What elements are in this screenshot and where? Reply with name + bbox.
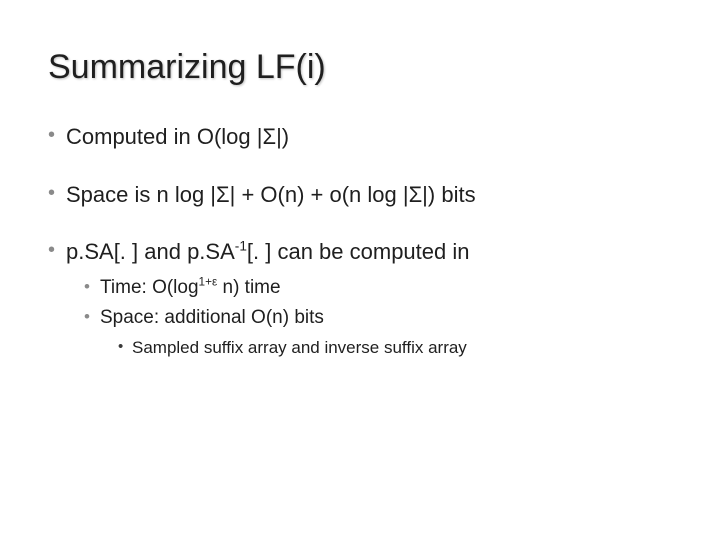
bullet-lvl1: Space is n log |Σ| + O(n) + o(n log |Σ|)… <box>48 181 672 209</box>
bullet-text: Space: additional O(n) bits <box>100 307 324 328</box>
bullet-list-lvl3: Sampled suffix array and inverse suffix … <box>100 337 672 359</box>
slide: Summarizing LF(i) Computed in O(log |Σ|)… <box>0 0 720 540</box>
bullet-list-lvl1: Computed in O(log |Σ|) Space is n log |Σ… <box>48 123 672 359</box>
bullet-lvl2: Time: O(log1+ε n) time <box>84 276 672 301</box>
bullet-text: Sampled suffix array and inverse suffix … <box>132 338 467 357</box>
bullet-lvl1: Computed in O(log |Σ|) <box>48 123 672 151</box>
bullet-text-prefix: Time: O(log <box>100 277 199 298</box>
bullet-text-suffix: [. ] can be computed in <box>247 239 470 264</box>
superscript: 1+ε <box>199 275 218 288</box>
bullet-lvl2: Space: additional O(n) bits Sampled suff… <box>84 306 672 359</box>
bullet-text-tail: n) time <box>223 277 281 298</box>
bullet-text: Space is n log |Σ| + O(n) + o(n log |Σ|)… <box>66 182 476 207</box>
bullet-text-prefix: p.SA[. ] and p.SA <box>66 239 235 264</box>
bullet-lvl1: p.SA[. ] and p.SA-1[. ] can be computed … <box>48 238 672 359</box>
superscript: -1 <box>235 239 247 254</box>
bullet-lvl3: Sampled suffix array and inverse suffix … <box>118 337 672 359</box>
bullet-text: Computed in O(log |Σ|) <box>66 124 289 149</box>
slide-title: Summarizing LF(i) <box>48 48 672 87</box>
bullet-list-lvl2: Time: O(log1+ε n) time Space: additional… <box>66 276 672 359</box>
